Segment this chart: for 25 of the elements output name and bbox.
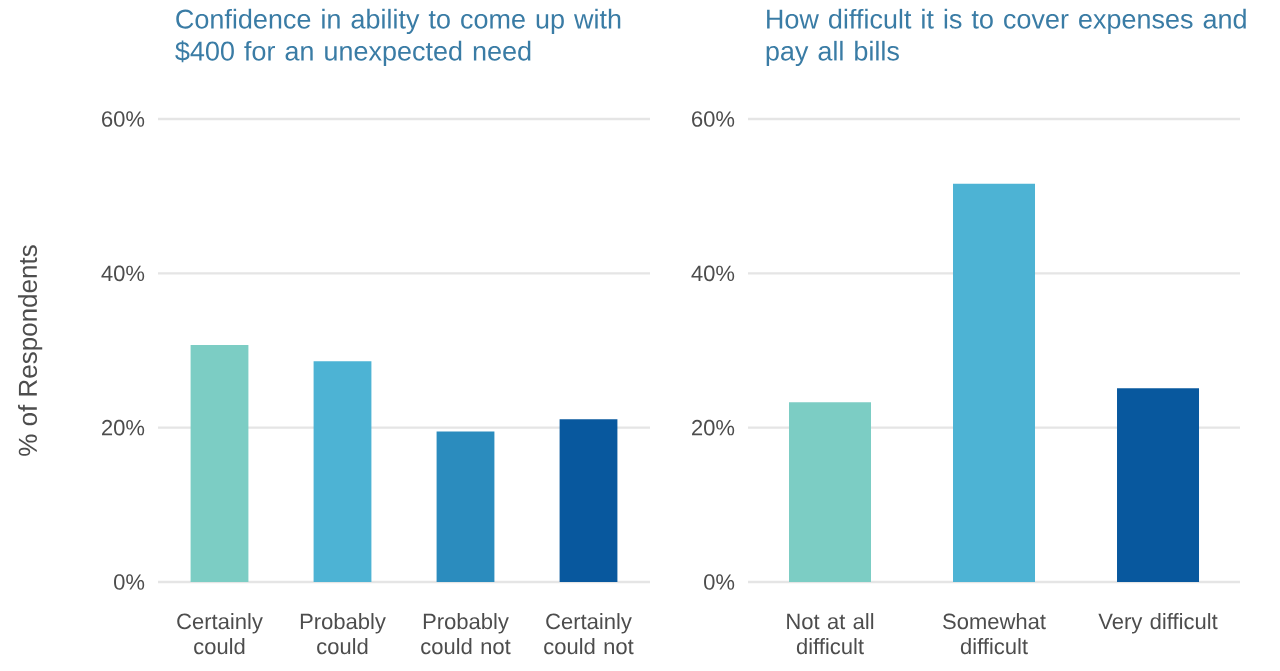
x-tick-label: Somewhat difficult bbox=[943, 613, 1046, 655]
y-axis-title: % of Respondents bbox=[17, 245, 43, 456]
y-tick-label: 0% bbox=[704, 574, 735, 590]
bar bbox=[789, 402, 872, 582]
x-tick-label: Very difficult bbox=[1098, 613, 1218, 634]
bar bbox=[1117, 388, 1200, 582]
y-tick-label: 40% bbox=[691, 265, 735, 282]
y-tick-label: 20% bbox=[692, 419, 735, 436]
bar bbox=[313, 361, 372, 582]
y-tick-label: 0% bbox=[114, 574, 145, 590]
chart-title: How difficult it is to cover expenses and pay all bills bbox=[766, 8, 1246, 66]
x-tick-label: Probably could not bbox=[421, 613, 511, 655]
bar bbox=[953, 183, 1036, 582]
y-tick-label: 60% bbox=[102, 111, 145, 127]
x-tick-label: Probably could bbox=[300, 613, 386, 655]
y-tick-label: 60% bbox=[692, 111, 735, 127]
x-tick-label: Not at all difficult bbox=[787, 613, 874, 655]
y-tick-label: 20% bbox=[102, 419, 145, 436]
bar bbox=[190, 345, 249, 582]
x-tick-label: Certainly could not bbox=[544, 613, 634, 655]
bar bbox=[559, 419, 618, 582]
chart-title: Confidence in ability to come up with $400 for an unexpected need bbox=[175, 8, 621, 66]
y-tick-label: 40% bbox=[101, 265, 145, 282]
bar bbox=[436, 431, 495, 582]
x-tick-label: Certainly could bbox=[177, 613, 263, 655]
